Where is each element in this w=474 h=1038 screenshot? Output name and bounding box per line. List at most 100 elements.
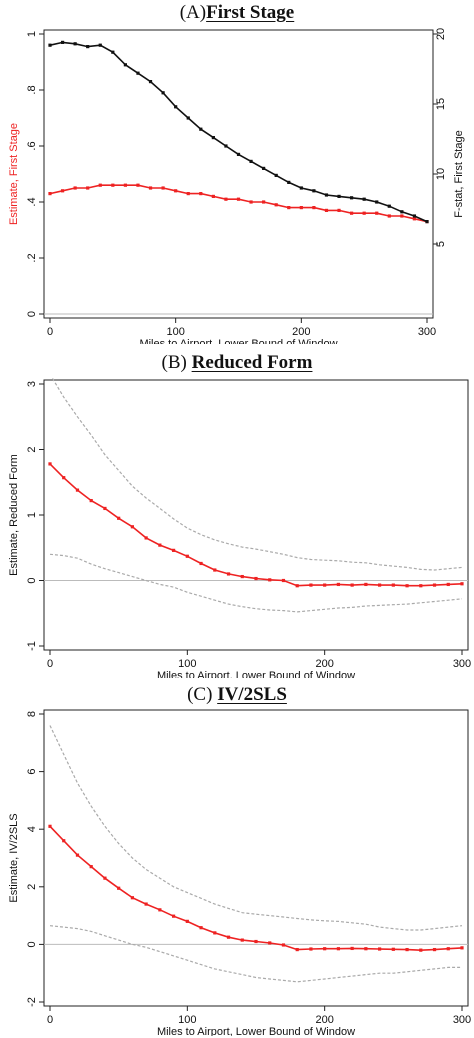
y-tick-label: 0 <box>26 577 38 583</box>
x-tick-label: 200 <box>315 658 333 670</box>
series-point <box>211 136 215 140</box>
series-point <box>350 583 354 587</box>
series-point <box>62 839 66 843</box>
x-tick-label: 300 <box>453 658 471 670</box>
series-point <box>281 943 286 947</box>
y-tick-label: .6 <box>26 141 38 150</box>
y-tick-label: 4 <box>26 826 38 832</box>
series-point <box>391 947 395 951</box>
y-tick-label: 0 <box>26 941 38 947</box>
plot-frame <box>43 29 434 319</box>
panel-c-letter: (C) <box>187 684 213 705</box>
series-point <box>460 946 464 950</box>
series-point <box>378 583 382 587</box>
confidence-band-line <box>51 378 463 571</box>
series-point <box>236 197 241 201</box>
series-point <box>323 947 327 951</box>
series-point <box>226 572 231 576</box>
confidence-band-line <box>49 553 463 613</box>
series-point <box>73 42 77 46</box>
series-point <box>186 192 190 196</box>
series-point <box>136 183 140 187</box>
series-point <box>387 214 391 218</box>
y-tick-label: .4 <box>26 197 38 206</box>
x-tick-label: 0 <box>47 1014 53 1026</box>
series-point <box>98 183 102 187</box>
series-point <box>185 554 189 558</box>
x-tick-label: 200 <box>292 326 310 338</box>
series-point <box>375 200 379 204</box>
panel-c-name: IV/2SLS <box>217 684 287 705</box>
series-point <box>240 574 244 579</box>
series-point <box>295 947 299 952</box>
y-tick-label: 1 <box>26 512 38 518</box>
series-point <box>412 214 417 218</box>
series-point <box>432 947 437 952</box>
panel-a-letter: (A) <box>179 2 207 23</box>
series-point <box>144 902 148 906</box>
series-point <box>299 186 303 190</box>
series-point <box>62 476 66 480</box>
series-point <box>60 189 65 193</box>
series-point <box>130 896 134 900</box>
series-point <box>364 947 368 951</box>
series-point <box>75 488 80 492</box>
series-point <box>405 947 409 952</box>
series-point <box>336 582 340 587</box>
series-point <box>103 506 107 511</box>
series-point <box>186 116 190 120</box>
series-point <box>350 211 354 215</box>
series-point <box>446 582 450 587</box>
series-point <box>130 525 134 529</box>
series-point <box>111 50 115 54</box>
y-tick-label: .8 <box>26 85 38 94</box>
series-point <box>199 561 203 566</box>
x-tick-label: 100 <box>178 658 196 670</box>
x-tick-label: 100 <box>178 1014 196 1026</box>
series-line <box>49 184 428 223</box>
series-point <box>117 886 121 890</box>
series-point <box>148 186 153 190</box>
panel-a-name: First Stage <box>206 2 295 23</box>
series-point <box>309 947 313 951</box>
series-point <box>161 91 165 95</box>
series-point <box>446 947 450 951</box>
series-point <box>249 159 253 163</box>
y-tick-label: 6 <box>26 769 38 775</box>
series-point <box>86 186 90 190</box>
series-point <box>364 582 368 587</box>
series-point <box>295 584 299 588</box>
series-point <box>226 935 231 939</box>
series-point <box>199 926 203 930</box>
series-point <box>337 194 341 198</box>
series-point <box>254 939 258 944</box>
x-tick-label: 200 <box>315 1014 333 1026</box>
series-point <box>199 192 203 196</box>
series-point <box>268 941 272 945</box>
series-point <box>213 931 217 935</box>
series-point <box>111 183 115 187</box>
confidence-band-line <box>49 725 463 931</box>
x-tick-label: 0 <box>47 658 53 670</box>
series-point <box>48 462 52 466</box>
series-point <box>236 152 241 156</box>
series-point <box>400 214 404 218</box>
series-point <box>136 71 140 75</box>
panel-b-title: (B) Reduced Form <box>0 352 474 374</box>
series-point <box>460 582 464 586</box>
series-point <box>268 578 272 582</box>
series-point <box>362 197 366 201</box>
panel-a-title: (A)First Stage <box>0 2 474 24</box>
series-point <box>391 583 395 587</box>
series-point <box>172 914 176 918</box>
series-point <box>117 516 121 520</box>
series-point <box>185 919 189 923</box>
series-point <box>432 583 437 587</box>
y-tick-label: 8 <box>26 711 38 717</box>
x-axis-label: Miles to Airport, Lower Bound of Window <box>139 338 337 344</box>
series-point <box>262 166 266 170</box>
series-point <box>211 194 215 198</box>
series-point <box>362 211 366 215</box>
series-point <box>425 220 429 224</box>
